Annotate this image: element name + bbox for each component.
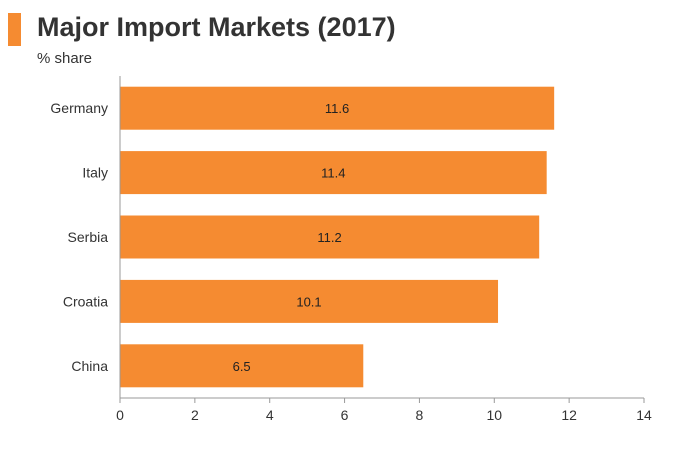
x-tick-label: 0 (116, 407, 124, 423)
x-tick-label: 2 (191, 407, 199, 423)
category-label-china: China (71, 358, 108, 374)
data-label-china: 6.5 (233, 359, 251, 374)
bars-group (120, 86, 555, 388)
bar-germany (120, 86, 555, 130)
x-tick-label: 12 (561, 407, 577, 423)
bar-italy (120, 151, 547, 195)
category-label-italy: Italy (82, 165, 108, 181)
category-label-serbia: Serbia (68, 229, 109, 245)
chart-title: Major Import Markets (2017) (37, 12, 396, 42)
title-accent-bar (8, 13, 21, 46)
bar-croatia (120, 279, 499, 323)
data-label-italy: 11.4 (321, 166, 345, 181)
data-label-croatia: 10.1 (296, 294, 321, 309)
chart-subtitle: % share (37, 50, 93, 67)
x-tick-label: 6 (341, 407, 349, 423)
category-labels-group: Germany Italy Serbia Croatia China (50, 100, 108, 374)
bar-china (120, 344, 364, 388)
x-tick-label: 8 (416, 407, 424, 423)
x-tick-label: 10 (486, 407, 502, 423)
bar-serbia (120, 215, 540, 259)
x-ticks-group: 0 2 4 6 8 10 12 14 (116, 398, 652, 423)
category-label-germany: Germany (50, 100, 108, 116)
category-label-croatia: Croatia (63, 293, 108, 309)
x-tick-label: 4 (266, 407, 274, 423)
data-label-germany: 11.6 (325, 101, 349, 116)
x-tick-label: 14 (636, 407, 652, 423)
data-labels-group: 11.6 11.4 11.2 10.1 6.5 (233, 101, 350, 374)
data-label-serbia: 11.2 (317, 230, 341, 245)
